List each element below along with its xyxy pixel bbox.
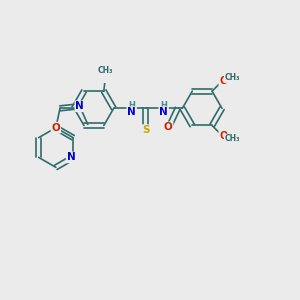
- Text: H: H: [160, 101, 167, 110]
- Text: CH₃: CH₃: [98, 66, 113, 75]
- Text: O: O: [164, 122, 172, 132]
- Text: O: O: [219, 131, 227, 141]
- Text: N: N: [67, 152, 75, 162]
- Text: O: O: [52, 123, 60, 133]
- Text: N: N: [127, 107, 136, 117]
- Text: O: O: [219, 76, 227, 86]
- Text: N: N: [75, 101, 84, 111]
- Text: N: N: [159, 107, 168, 117]
- Text: H: H: [128, 101, 135, 110]
- Text: CH₃: CH₃: [225, 73, 240, 82]
- Text: S: S: [142, 125, 149, 135]
- Text: CH₃: CH₃: [225, 134, 240, 143]
